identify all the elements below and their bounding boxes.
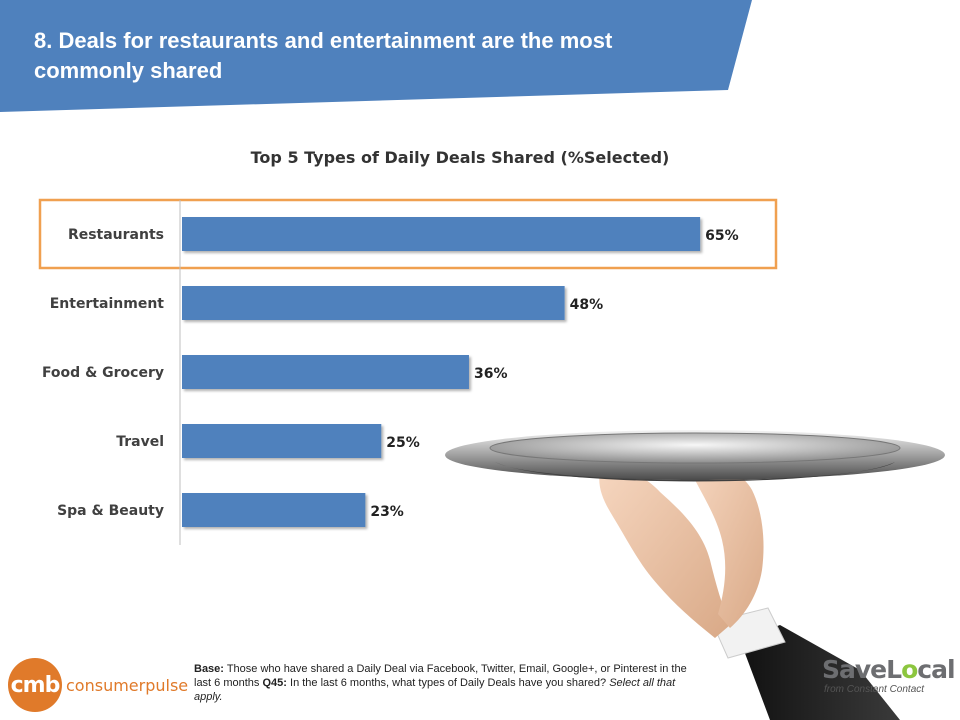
value-label-food-and-grocery: 36%	[474, 366, 508, 382]
bar-chart: Restaurants 65% Entertainment 48% Food & Gro…	[38, 198, 778, 545]
value-label-restaurants: 65%	[705, 228, 739, 244]
tray-hand-image	[445, 430, 945, 720]
savelocal-logo: SaveLocal from Constant Contact	[822, 655, 956, 696]
category-label-food-and-grocery: Food & Grocery	[42, 365, 164, 381]
footnote-base-label: Base:	[194, 663, 224, 675]
savelocal-word-pre: SaveL	[822, 655, 902, 684]
value-label-entertainment: 48%	[570, 297, 604, 313]
highlight-box-restaurants	[38, 198, 778, 270]
header-band	[0, 0, 752, 112]
footnote-question-text: In the last 6 months, what types of Dail…	[286, 677, 610, 689]
cmb-logo-text: consumerpulse	[66, 675, 189, 695]
savelocal-word-o: o	[901, 655, 918, 684]
footnote-base-text: Those who have shared a Daily Deal via F…	[194, 663, 687, 689]
category-label-travel: Travel	[116, 434, 164, 450]
bar-travel	[182, 424, 382, 458]
slide-title: 8. Deals for restaurants and entertainme…	[34, 28, 613, 83]
value-label-spa-and-beauty: 23%	[370, 504, 404, 520]
bar-food-and-grocery	[182, 355, 469, 389]
cmb-consumerpulse-logo: cmb consumerpulse	[8, 656, 188, 714]
category-label-spa-and-beauty: Spa & Beauty	[57, 503, 164, 519]
chart-title: Top 5 Types of Daily Deals Shared (%Sele…	[250, 148, 670, 167]
footnote-instruction: Select all that apply.	[194, 677, 676, 703]
savelocal-wordmark: SaveLocal	[822, 655, 956, 684]
savelocal-word-post: cal	[917, 655, 955, 684]
bar-restaurants	[182, 217, 701, 251]
category-label-restaurants: Restaurants	[68, 227, 164, 243]
category-label-entertainment: Entertainment	[50, 296, 165, 312]
footnote: Base: Those who have shared a Daily Deal…	[194, 662, 694, 704]
bar-entertainment	[182, 286, 565, 320]
cmb-logo-mark: cmb	[8, 658, 62, 712]
bar-spa-and-beauty	[182, 493, 366, 527]
footnote-question-label: Q45:	[262, 677, 287, 689]
savelocal-tagline: from Constant Contact	[824, 684, 925, 695]
value-label-travel: 25%	[386, 435, 420, 451]
